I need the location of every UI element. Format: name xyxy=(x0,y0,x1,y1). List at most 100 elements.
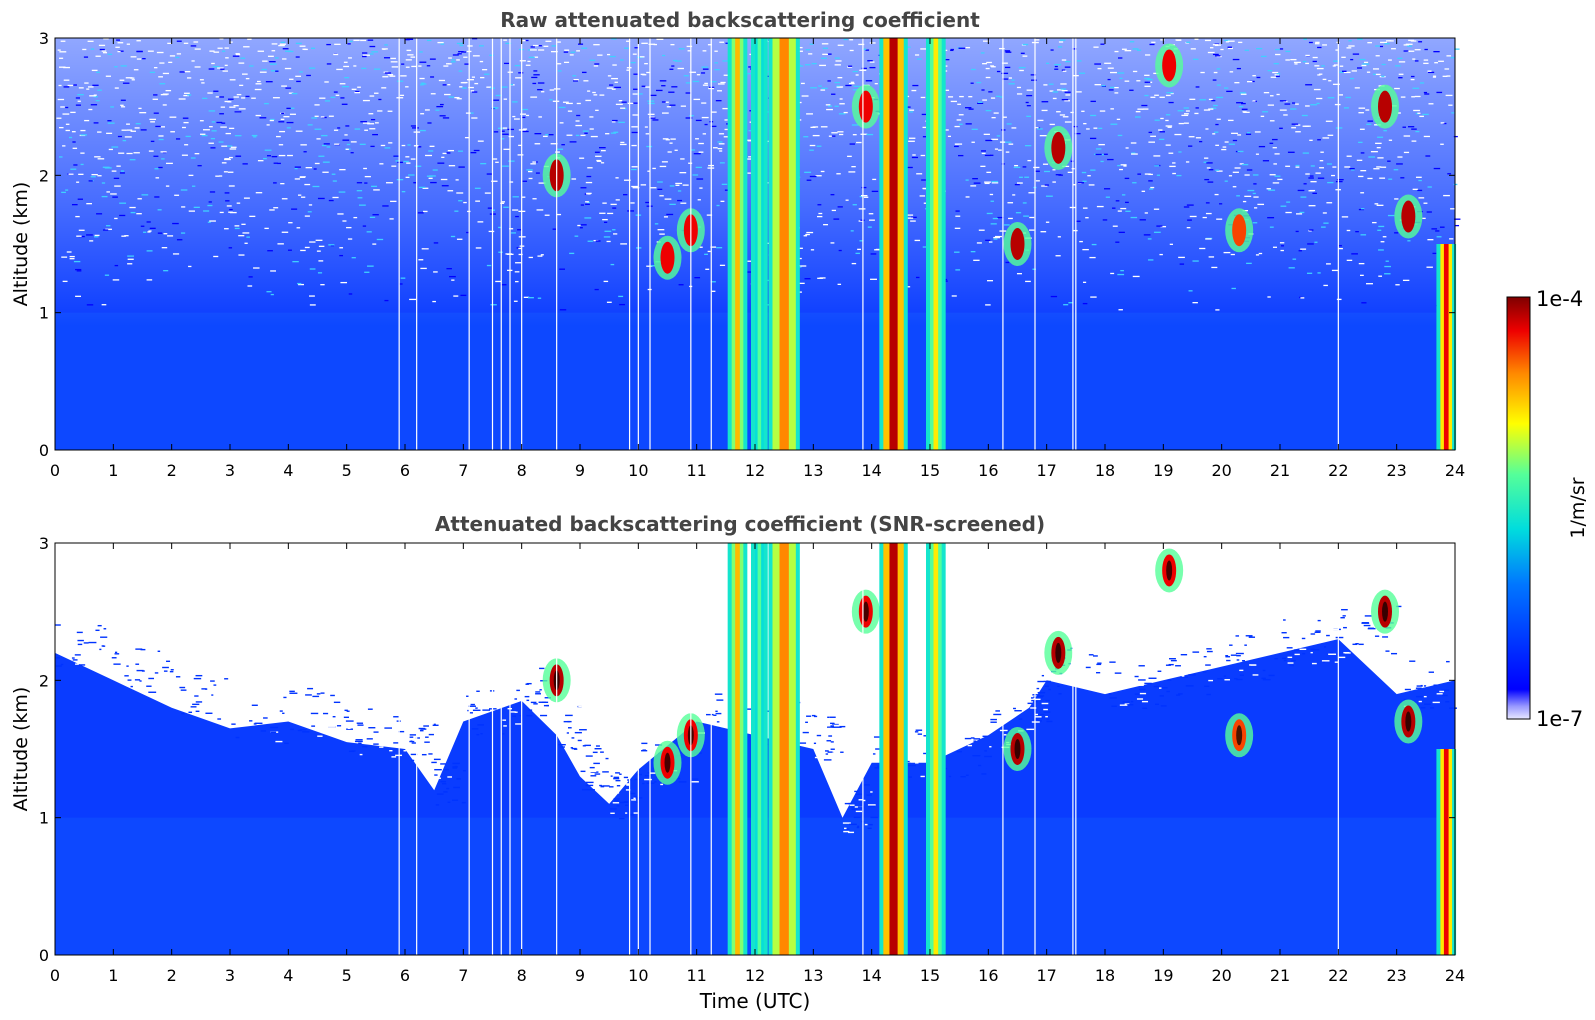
noise-speck xyxy=(1269,142,1274,144)
noise-speck xyxy=(909,111,914,113)
noise-speck xyxy=(242,73,248,75)
noise-speck xyxy=(677,67,684,70)
noise-speck xyxy=(1184,113,1189,115)
noise-speck xyxy=(615,103,623,106)
edge-speck xyxy=(908,776,912,778)
edge-speck xyxy=(1109,667,1115,669)
noise-speck xyxy=(532,82,537,85)
noise-speck xyxy=(1216,84,1221,86)
edge-speck xyxy=(1236,659,1240,661)
edge-speck xyxy=(590,775,597,777)
edge-speck xyxy=(581,788,588,791)
noise-speck xyxy=(1354,87,1360,89)
noise-speck xyxy=(519,60,526,62)
noise-speck xyxy=(1075,91,1082,93)
noise-speck xyxy=(958,114,964,116)
noise-speck xyxy=(801,95,809,97)
noise-speck xyxy=(592,91,596,94)
noise-speck xyxy=(209,220,216,222)
noise-speck xyxy=(702,50,707,52)
noise-speck xyxy=(271,156,278,158)
noise-speck xyxy=(413,182,417,184)
noise-speck xyxy=(692,80,700,83)
noise-speck xyxy=(981,150,987,152)
noise-speck xyxy=(294,178,301,180)
noise-speck xyxy=(711,111,717,113)
edge-speck xyxy=(148,677,155,680)
x-tick-label: 8 xyxy=(517,966,527,985)
edge-speck xyxy=(322,712,329,715)
edge-speck xyxy=(1441,694,1448,697)
noise-speck xyxy=(1269,226,1274,228)
noise-speck xyxy=(954,145,959,148)
x-tick-label: 6 xyxy=(400,966,410,985)
noise-speck xyxy=(1317,177,1325,179)
noise-speck xyxy=(324,100,331,102)
noise-speck xyxy=(834,57,840,59)
noise-speck xyxy=(670,43,675,46)
noise-speck xyxy=(831,132,838,134)
edge-speck xyxy=(831,723,839,725)
x-tick-label: 15 xyxy=(920,966,940,985)
noise-speck xyxy=(405,156,410,158)
noise-speck xyxy=(72,147,78,149)
noise-speck xyxy=(1046,62,1050,65)
edge-speck xyxy=(270,726,279,729)
noise-speck xyxy=(849,143,856,145)
edge-speck xyxy=(855,810,863,813)
noise-speck xyxy=(224,64,228,67)
noise-speck xyxy=(1114,50,1119,53)
noise-speck xyxy=(520,113,527,115)
noise-speck xyxy=(1131,152,1136,154)
edge-speck xyxy=(169,670,174,673)
noise-speck xyxy=(102,52,108,54)
noise-speck xyxy=(318,155,325,157)
noise-speck xyxy=(1405,43,1413,45)
edge-speck xyxy=(829,716,836,718)
noise-speck xyxy=(958,123,963,125)
edge-speck xyxy=(346,728,354,730)
noise-speck xyxy=(1172,162,1176,164)
noise-speck xyxy=(797,282,805,285)
noise-speck xyxy=(1022,55,1028,57)
noise-speck xyxy=(75,215,80,218)
noise-speck xyxy=(1029,229,1035,231)
noise-speck xyxy=(1346,229,1351,232)
noise-speck xyxy=(1117,273,1125,276)
noise-speck xyxy=(1309,139,1313,141)
x-tick-label: 13 xyxy=(803,966,823,985)
noise-speck xyxy=(611,77,618,80)
noise-speck xyxy=(587,240,593,242)
noise-speck xyxy=(116,39,121,41)
noise-speck xyxy=(253,267,260,269)
noise-speck xyxy=(208,142,214,144)
noise-speck xyxy=(1378,225,1385,228)
noise-speck xyxy=(217,67,224,69)
noise-speck xyxy=(680,202,687,204)
noise-speck xyxy=(1192,302,1198,304)
noise-speck xyxy=(836,85,840,87)
edge-speck xyxy=(251,704,258,706)
noise-speck xyxy=(324,81,329,83)
noise-speck xyxy=(156,51,164,54)
edge-speck xyxy=(316,716,320,718)
noise-speck xyxy=(1169,243,1173,245)
noise-speck xyxy=(111,170,117,172)
noise-speck xyxy=(129,206,136,209)
noise-speck xyxy=(1183,107,1189,109)
edge-speck xyxy=(217,718,222,720)
noise-speck xyxy=(1062,70,1067,72)
noise-speck xyxy=(396,97,404,99)
edge-speck xyxy=(1165,664,1171,666)
noise-speck xyxy=(624,47,629,49)
noise-speck xyxy=(281,231,289,233)
edge-speck xyxy=(553,701,558,704)
noise-speck xyxy=(309,304,316,306)
noise-speck xyxy=(1332,65,1336,67)
edge-speck xyxy=(990,718,997,721)
noise-speck xyxy=(1351,169,1355,171)
noise-speck xyxy=(125,77,133,79)
noise-speck xyxy=(689,115,694,117)
edge-speck xyxy=(1155,703,1159,705)
noise-speck xyxy=(1039,135,1047,137)
